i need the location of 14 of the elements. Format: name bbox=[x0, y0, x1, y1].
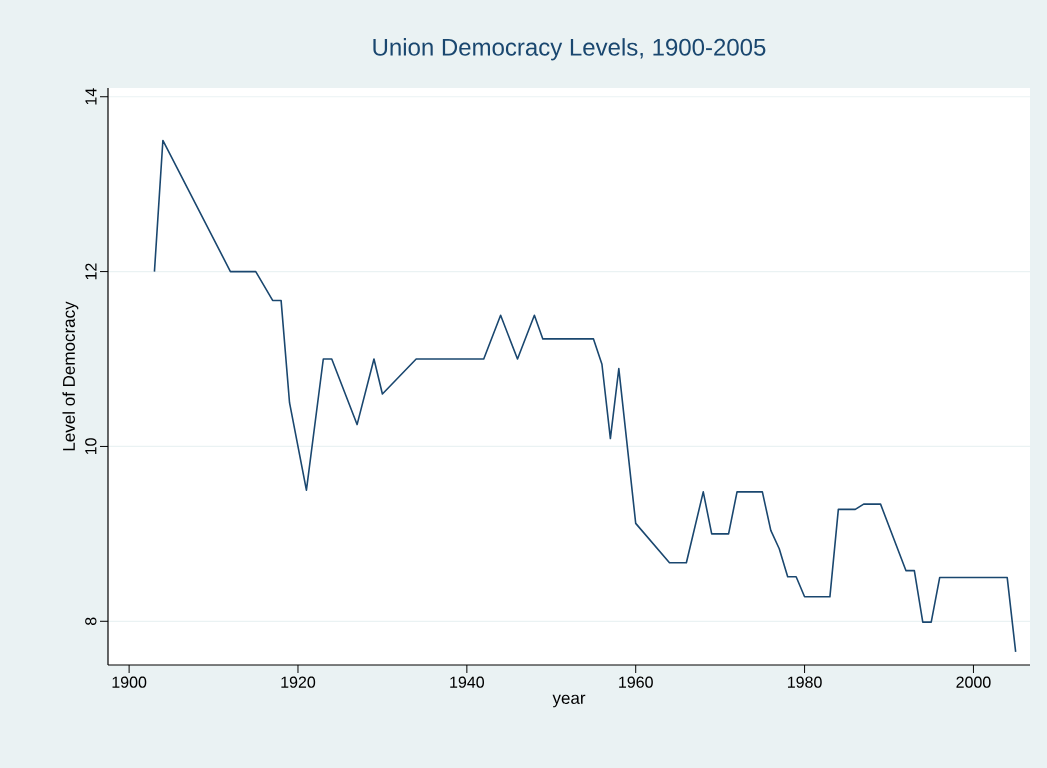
x-axis-title: year bbox=[552, 694, 586, 708]
line-series bbox=[153, 139, 1017, 653]
x-tick-label: 1900 bbox=[112, 676, 147, 688]
y-tick-label: 12 bbox=[85, 263, 97, 280]
y-tick-label: 10 bbox=[85, 438, 97, 455]
x-tick-label: 1980 bbox=[788, 676, 822, 688]
x-tick-label: 2000 bbox=[956, 676, 991, 688]
y-axis-title: Level of Democracy bbox=[62, 301, 79, 451]
y-tick-label: 8 bbox=[85, 617, 97, 626]
x-tick-label: 1940 bbox=[450, 676, 485, 688]
chart-title: Union Democracy Levels, 1900-2005 bbox=[373, 38, 766, 61]
x-tick-label: 1960 bbox=[619, 676, 653, 688]
x-tick-label: 1920 bbox=[281, 676, 316, 688]
y-tick-label: 14 bbox=[85, 88, 97, 105]
